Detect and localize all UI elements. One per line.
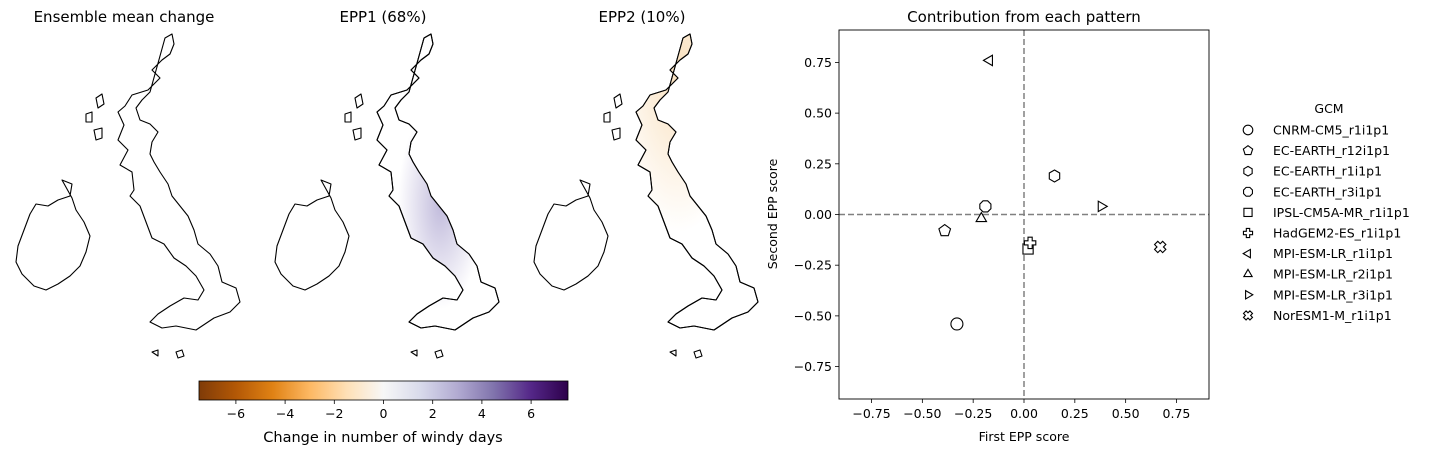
x-tick-label: 0.50 — [1112, 406, 1140, 421]
y-tick-label: −0.25 — [794, 258, 832, 273]
legend-marker — [1243, 207, 1253, 218]
island — [344, 111, 352, 123]
legend-marker — [1242, 124, 1254, 136]
colorbar-tick-label: 4 — [478, 406, 486, 421]
legend-label: CNRM-CM5_r1i1p1 — [1273, 123, 1389, 138]
island — [603, 111, 611, 123]
legend-marker — [1243, 186, 1253, 197]
legend-marker — [1242, 248, 1251, 259]
colorbar-tick-label: 6 — [527, 406, 535, 421]
data-point — [982, 54, 993, 67]
island — [85, 111, 93, 123]
map-epp1: EPP1 (68%) — [274, 8, 500, 359]
island — [352, 127, 362, 141]
legend-label: HadGEM2-ES_r1i1p1 — [1273, 226, 1401, 241]
legend-title: GCM — [1314, 101, 1343, 116]
island — [354, 93, 364, 109]
data-point — [979, 200, 992, 213]
x-axis-label: First EPP score — [979, 429, 1070, 444]
y-tick-label: 0.50 — [804, 106, 832, 121]
colorbar-tick-label: −6 — [227, 406, 245, 421]
x-tick-label: 0.00 — [1010, 406, 1038, 421]
legend-label: IPSL-CM5A-MR_r1i1p1 — [1273, 205, 1410, 220]
colorbar-tick-label: 2 — [429, 406, 437, 421]
y-tick-label: −0.75 — [794, 359, 832, 374]
y-axis-label: Second EPP score — [765, 158, 780, 269]
ireland-landmass — [533, 179, 609, 291]
island — [434, 349, 444, 359]
y-tick-label: 0.00 — [804, 207, 832, 222]
chart-title: Contribution from each pattern — [907, 8, 1141, 26]
colorbar-label: Change in number of windy days — [263, 430, 502, 446]
colorbar-tick-label: −2 — [325, 406, 343, 421]
island — [611, 127, 621, 141]
map-title: EPP1 (68%) — [340, 8, 427, 26]
y-tick-label: 0.75 — [804, 55, 832, 70]
map-title: Ensemble mean change — [34, 8, 215, 26]
island — [151, 349, 159, 357]
data-point — [950, 317, 964, 331]
legend-marker — [1243, 165, 1253, 177]
island — [613, 93, 623, 109]
data-point — [1023, 236, 1037, 250]
legend-label: EC-EARTH_r12i1p1 — [1273, 143, 1390, 158]
legend-marker — [1242, 268, 1254, 278]
x-tick-label: 0.25 — [1061, 406, 1089, 421]
island — [410, 349, 418, 357]
colorbar-tick-label: 0 — [380, 406, 388, 421]
scatter-chart: Contribution from each pattern −0.75 −0.5… — [765, 8, 1210, 444]
x-tick-label: 0.75 — [1163, 406, 1191, 421]
map-title: EPP2 (10%) — [599, 8, 686, 26]
data-point — [975, 211, 988, 223]
data-point — [938, 223, 952, 237]
legend-label: EC-EARTH_r1i1p1 — [1273, 164, 1382, 179]
legend-marker — [1245, 289, 1254, 300]
colorbar: −6 −4 −2 0 2 4 6 Change in number of windy day… — [198, 380, 569, 446]
ireland-landmass — [274, 179, 350, 291]
map-epp2: EPP2 (10%) — [533, 8, 759, 359]
x-tick-label: −0.75 — [852, 406, 890, 421]
data-point — [1048, 169, 1061, 183]
island — [93, 127, 103, 141]
island — [669, 349, 677, 357]
map-ensemble-mean: Ensemble mean change — [15, 8, 241, 359]
x-tick-label: −0.50 — [903, 406, 941, 421]
legend-marker — [1242, 145, 1254, 156]
island — [693, 349, 703, 359]
legend-label: MPI-ESM-LR_r1i1p1 — [1273, 246, 1393, 261]
data-point — [1097, 200, 1109, 213]
colorbar-bar — [198, 380, 569, 401]
legend-label: MPI-ESM-LR_r2i1p1 — [1273, 267, 1393, 282]
colorbar-tick-label: −4 — [276, 406, 294, 421]
legend: GCM CNRM-CM5_r1i1p1 EC-EARTH_r12i1p1 EC-EA… — [1242, 101, 1410, 323]
legend-label: NorESM1-M_r1i1p1 — [1273, 308, 1392, 323]
legend-label: MPI-ESM-LR_r3i1p1 — [1273, 287, 1393, 302]
anomaly-shading — [636, 34, 758, 330]
ireland-landmass — [15, 179, 91, 291]
legend-marker — [1242, 310, 1254, 321]
legend-label: EC-EARTH_r3i1p1 — [1273, 184, 1382, 199]
data-point — [1153, 240, 1167, 254]
island — [175, 349, 185, 359]
island — [95, 93, 105, 109]
x-tick-label: −0.25 — [954, 406, 992, 421]
great-britain-landmass — [117, 33, 241, 331]
y-tick-label: 0.25 — [804, 156, 832, 171]
y-tick-label: −0.50 — [794, 308, 832, 323]
anomaly-shading — [377, 34, 499, 330]
legend-marker — [1242, 227, 1254, 239]
